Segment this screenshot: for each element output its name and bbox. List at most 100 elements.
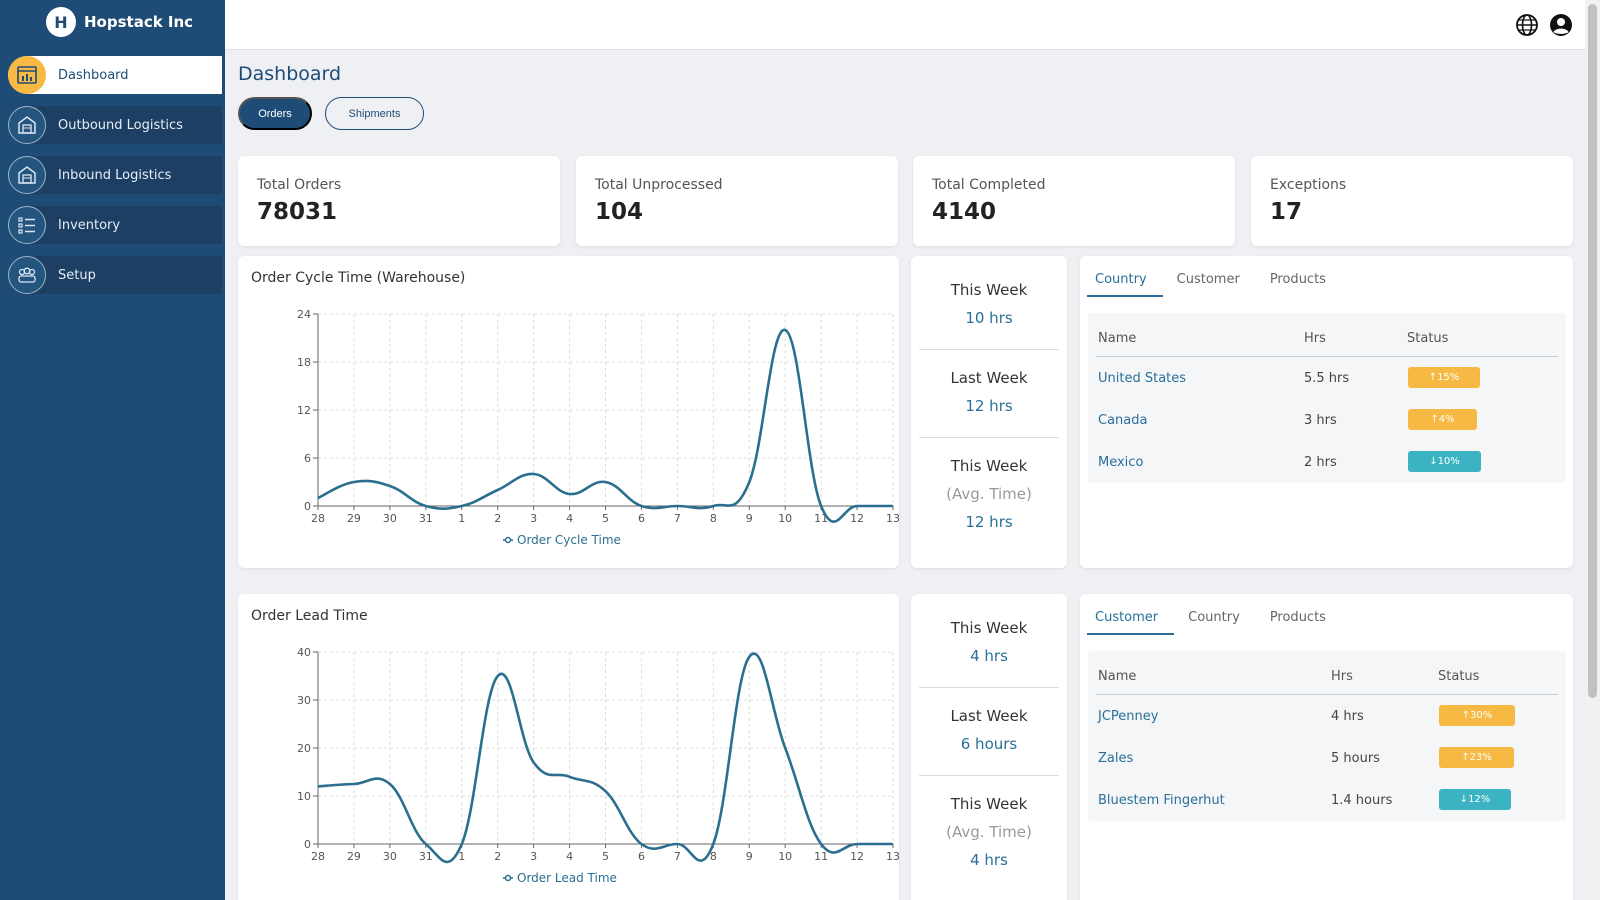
dashboard-icon xyxy=(8,56,46,94)
row-hrs: 2 hrs xyxy=(1304,455,1337,470)
x-tick-label: 6 xyxy=(638,850,645,863)
orders-toggle[interactable]: Orders xyxy=(238,97,312,130)
sidebar-item-setup[interactable]: Setup xyxy=(8,256,222,294)
tab-customer[interactable]: Customer xyxy=(1176,272,1240,287)
page-scrollbar[interactable] xyxy=(1585,0,1600,900)
x-tick-label: 28 xyxy=(311,512,325,525)
stat-label: Exceptions xyxy=(1270,177,1347,193)
y-tick-label: 18 xyxy=(297,356,311,369)
checklist-icon xyxy=(8,206,46,244)
last-week-block: Last Week 12 hrs xyxy=(911,364,1067,420)
row-name-link[interactable]: United States xyxy=(1098,371,1187,386)
x-tick-label: 8 xyxy=(710,850,717,863)
x-tick-label: 5 xyxy=(602,850,609,863)
this-week-block: This Week 4 hrs xyxy=(911,614,1067,670)
sidebar-item-inventory[interactable]: Inventory xyxy=(8,206,222,244)
sidebar-item-label: Inbound Logistics xyxy=(58,167,172,183)
sidebar-item-outbound-logistics[interactable]: Outbound Logistics xyxy=(8,106,222,144)
column-header-hrs: Hrs xyxy=(1331,669,1353,684)
series-line xyxy=(317,652,893,864)
tab-country[interactable]: Country xyxy=(1188,610,1240,625)
table-row: Mexico 2 hrs ↓10% xyxy=(1096,441,1558,483)
legend-marker xyxy=(504,874,512,882)
table-row: Canada 3 hrs ↑4% xyxy=(1096,399,1558,441)
stat-card-total-unprocessed: Total Unprocessed 104 xyxy=(576,156,898,246)
y-tick-label: 20 xyxy=(297,742,311,755)
table-header: Name Hrs Status xyxy=(1096,313,1558,357)
breakdown-table: Name Hrs Status United States 5.5 hrs ↑1… xyxy=(1088,313,1566,483)
avg-time-block: This Week (Avg. Time) 12 hrs xyxy=(911,452,1067,536)
status-badge: ↑30% xyxy=(1439,705,1515,726)
last-week-value: 12 hrs xyxy=(965,397,1013,415)
brand[interactable]: H Hopstack Inc xyxy=(0,0,225,44)
globe-icon[interactable] xyxy=(1515,13,1539,37)
x-tick-label: 29 xyxy=(347,850,361,863)
row-name-link[interactable]: JCPenney xyxy=(1098,709,1159,724)
y-tick-label: 24 xyxy=(297,308,311,321)
divider xyxy=(919,437,1059,438)
breakdown-card-cycle: Country Customer Products Name Hrs Statu… xyxy=(1080,256,1573,568)
x-tick-label: 13 xyxy=(886,850,899,863)
column-header-status: Status xyxy=(1407,331,1449,346)
y-tick-label: 30 xyxy=(297,694,311,707)
status-badge: ↑4% xyxy=(1408,409,1477,430)
chart-card-order-lead-time: Order Lead Time 0 10 20 30 40 28 29 30 31 1 2 3 4 5 6 7… xyxy=(238,594,899,900)
legend-label: Order Lead Time xyxy=(517,871,617,885)
y-tick-label: 40 xyxy=(297,646,311,659)
tab-customer[interactable]: Customer xyxy=(1087,602,1175,635)
account-icon[interactable] xyxy=(1549,13,1573,37)
tab-products[interactable]: Products xyxy=(1269,272,1326,287)
x-tick-label: 1 xyxy=(458,850,465,863)
row-hrs: 4 hrs xyxy=(1331,709,1364,724)
x-tick-label: 2 xyxy=(494,850,501,863)
tab-country[interactable]: Country xyxy=(1087,264,1163,297)
y-tick-label: 0 xyxy=(304,838,311,851)
row-name-link[interactable]: Mexico xyxy=(1098,455,1144,470)
chart-title: Order Cycle Time (Warehouse) xyxy=(251,270,466,286)
stat-value: 78031 xyxy=(257,199,338,225)
last-week-label: Last Week xyxy=(950,369,1028,387)
shipments-toggle[interactable]: Shipments xyxy=(325,97,424,130)
row-hrs: 3 hrs xyxy=(1304,413,1337,428)
y-tick-label: 12 xyxy=(297,404,311,417)
column-header-name: Name xyxy=(1098,331,1137,346)
chart-card-order-cycle-time: Order Cycle Time (Warehouse) 0 6 12 18 24 28 2… xyxy=(238,256,899,568)
legend-marker xyxy=(504,536,512,544)
series-line xyxy=(317,328,893,523)
stat-card-exceptions: Exceptions 17 xyxy=(1251,156,1573,246)
x-tick-label: 30 xyxy=(383,850,397,863)
x-tick-label: 8 xyxy=(710,512,717,525)
x-tick-label: 10 xyxy=(778,512,792,525)
y-tick-label: 0 xyxy=(304,500,311,513)
x-tick-label: 9 xyxy=(746,850,753,863)
table-row: Bluestem Fingerhut 1.4 hours ↓12% xyxy=(1096,779,1558,821)
x-tick-label: 31 xyxy=(419,512,433,525)
x-tick-label: 6 xyxy=(638,512,645,525)
row-name-link[interactable]: Bluestem Fingerhut xyxy=(1098,793,1225,808)
weekly-summary-lead: This Week 4 hrs Last Week 6 hours This W… xyxy=(911,594,1067,900)
divider xyxy=(919,775,1059,776)
x-tick-label: 10 xyxy=(778,850,792,863)
avg-value: 4 hrs xyxy=(970,851,1008,869)
y-tick-label: 10 xyxy=(297,790,311,803)
status-badge: ↓12% xyxy=(1439,789,1511,810)
y-tick-label: 6 xyxy=(304,452,311,465)
row-name-link[interactable]: Zales xyxy=(1098,751,1134,766)
chart-title: Order Lead Time xyxy=(251,608,368,624)
warehouse-icon xyxy=(8,106,46,144)
status-badge: ↑23% xyxy=(1439,747,1514,768)
sidebar-item-dashboard[interactable]: Dashboard xyxy=(8,56,222,94)
sidebar-item-inbound-logistics[interactable]: Inbound Logistics xyxy=(8,156,222,194)
row-name-link[interactable]: Canada xyxy=(1098,413,1148,428)
last-week-label: Last Week xyxy=(950,707,1028,725)
team-icon xyxy=(8,256,46,294)
tab-products[interactable]: Products xyxy=(1269,610,1326,625)
x-tick-label: 12 xyxy=(850,512,864,525)
scrollbar-thumb[interactable] xyxy=(1588,4,1597,698)
x-tick-label: 28 xyxy=(311,850,325,863)
x-tick-label: 4 xyxy=(566,850,573,863)
x-tick-label: 29 xyxy=(347,512,361,525)
avg-time-block: This Week (Avg. Time) 4 hrs xyxy=(911,790,1067,874)
table-row: Zales 5 hours ↑23% xyxy=(1096,737,1558,779)
